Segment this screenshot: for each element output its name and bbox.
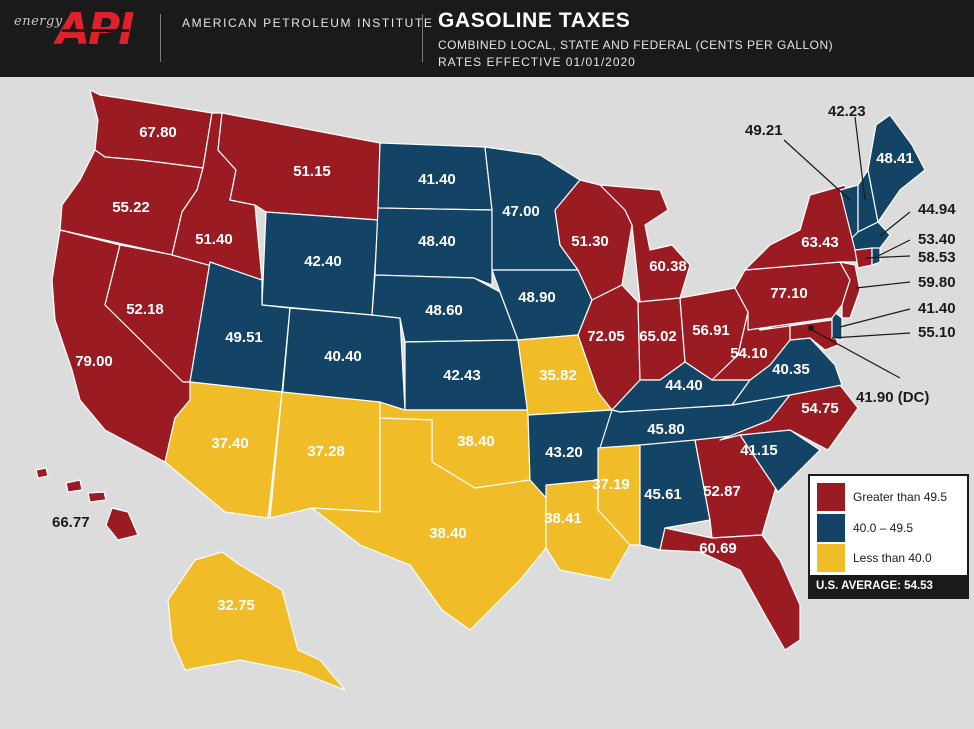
legend-label-high: Greater than 49.5	[853, 490, 948, 504]
state-co[interactable]	[281, 307, 406, 411]
legend-swatch-mid	[817, 514, 845, 542]
label-mo: 35.82	[539, 367, 577, 384]
dc-marker	[808, 325, 814, 331]
label-me: 48.41	[876, 150, 914, 167]
label-wv: 54.10	[730, 345, 768, 362]
callout-dc: 41.90 (DC)	[856, 389, 929, 406]
label-or: 55.22	[112, 199, 150, 216]
state-wi[interactable]	[554, 179, 633, 301]
label-sd: 48.40	[418, 233, 456, 250]
label-oh: 56.91	[692, 322, 730, 339]
label-ia: 48.90	[518, 289, 556, 306]
logo-energy-text: energy	[14, 14, 63, 29]
map-subtitle: COMBINED LOCAL, STATE AND FEDERAL (CENTS…	[438, 38, 834, 52]
label-nc: 54.75	[801, 400, 839, 417]
label-id: 51.40	[195, 231, 233, 248]
state-tx[interactable]	[311, 417, 549, 631]
callout-ct: 58.53	[918, 249, 956, 266]
legend-item-high: Greater than 49.5	[817, 483, 967, 511]
callout-de: 41.40	[918, 300, 956, 317]
label-ga: 52.87	[703, 483, 741, 500]
label-ms: 37.19	[592, 476, 630, 493]
legend-swatch-low	[817, 544, 845, 572]
state-me[interactable]	[867, 114, 926, 223]
label-ky: 44.40	[665, 377, 703, 394]
label-ny: 63.43	[801, 234, 839, 251]
state-value-labels: 67.80 55.22 79.00 52.18 51.40 51.15 42.4…	[75, 124, 914, 614]
state-hi[interactable]	[105, 507, 139, 541]
us-average-label: U.S. AVERAGE: 54.53	[810, 575, 967, 597]
legend-swatch-high	[817, 483, 845, 511]
label-ak: 32.75	[217, 597, 255, 614]
state-sd[interactable]	[374, 207, 493, 286]
label-wi: 51.30	[571, 233, 609, 250]
map-legend: Greater than 49.5 40.0 – 49.5 Less than …	[808, 474, 969, 599]
callout-leaders	[783, 116, 911, 379]
label-tx: 38.40	[429, 525, 467, 542]
callout-ri: 53.40	[918, 231, 956, 248]
state-mi[interactable]	[599, 184, 691, 303]
label-nd: 41.40	[418, 171, 456, 188]
state-ri[interactable]	[871, 247, 881, 266]
label-il: 72.05	[587, 328, 625, 345]
label-ne: 48.60	[425, 302, 463, 319]
callout-md: 55.10	[918, 324, 956, 341]
map-title: GASOLINE TAXES	[438, 9, 631, 32]
callout-nh: 42.23	[828, 103, 866, 120]
label-al: 45.61	[644, 486, 682, 503]
header-divider	[422, 14, 423, 62]
label-wa: 67.80	[139, 124, 177, 141]
header-banner: energy API AMERICAN PETROLEUM INSTITUTE …	[0, 0, 974, 77]
label-ks: 42.43	[443, 367, 481, 384]
label-mi: 60.38	[649, 258, 687, 275]
legend-item-low: Less than 40.0	[817, 544, 967, 572]
callout-vt: 49.21	[745, 122, 783, 139]
label-sc: 41.15	[740, 442, 778, 459]
label-va: 40.35	[772, 361, 810, 378]
callout-nj: 59.80	[918, 274, 956, 291]
label-nm: 37.28	[307, 443, 345, 460]
label-in: 65.02	[639, 328, 677, 345]
label-ut: 49.51	[225, 329, 263, 346]
effective-date: RATES EFFECTIVE 01/01/2020	[438, 55, 636, 69]
state-de[interactable]	[831, 309, 843, 341]
callout-hi: 66.77	[52, 514, 90, 531]
label-wy: 42.40	[304, 253, 342, 270]
label-pa: 77.10	[770, 285, 808, 302]
legend-item-mid: 40.0 – 49.5	[817, 514, 967, 542]
label-mt: 51.15	[293, 163, 331, 180]
api-logo: API	[56, 4, 135, 55]
state-nj[interactable]	[839, 261, 861, 319]
legend-label-low: Less than 40.0	[853, 551, 932, 565]
state-nc[interactable]	[719, 384, 859, 451]
label-fl: 60.69	[699, 540, 737, 557]
state-fl[interactable]	[659, 527, 801, 651]
state-ak[interactable]	[167, 551, 346, 691]
label-nv: 52.18	[126, 301, 164, 318]
label-ar: 43.20	[545, 444, 583, 461]
legend-label-mid: 40.0 – 49.5	[853, 521, 914, 535]
label-ca: 79.00	[75, 353, 113, 370]
label-ok: 38.40	[457, 433, 495, 450]
callout-labels: 49.21 42.23 44.94 53.40 58.53 59.80 41.4…	[52, 103, 956, 531]
organization-name: AMERICAN PETROLEUM INSTITUTE	[182, 16, 434, 30]
callout-ma: 44.94	[918, 201, 956, 218]
label-co: 40.40	[324, 348, 362, 365]
us-gasoline-tax-map: 67.80 55.22 79.00 52.18 51.40 51.15 42.4…	[35, 89, 956, 691]
label-tn: 45.80	[647, 421, 685, 438]
state-ny[interactable]	[744, 184, 859, 271]
header-divider	[160, 14, 161, 62]
label-az: 37.40	[211, 435, 249, 452]
state-hi-islands	[35, 467, 107, 503]
label-mn: 47.00	[502, 203, 540, 220]
label-la: 38.41	[544, 510, 582, 527]
